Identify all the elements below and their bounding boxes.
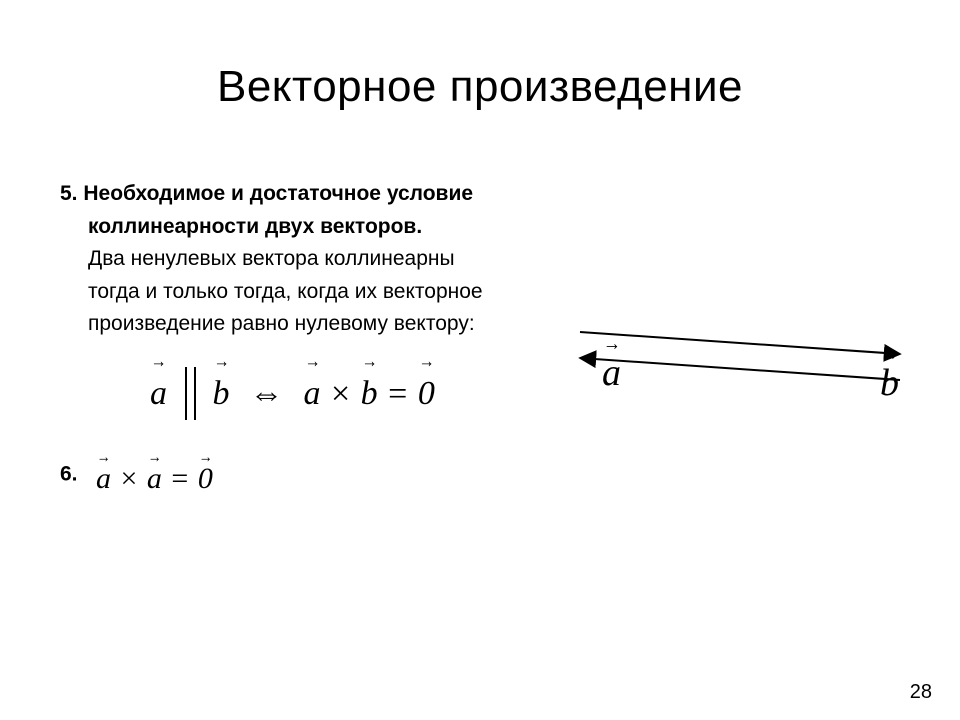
item5-formula: a b ⇔ a × b = 0: [150, 359, 560, 421]
slide-title: Векторное произведение: [0, 0, 960, 112]
item5-text-line2: тогда и только тогда, когда их векторное: [88, 276, 560, 309]
equals-symbol: =: [388, 375, 408, 412]
vector-a: a: [150, 359, 168, 421]
parallel-symbol: [183, 367, 198, 420]
item5-heading-part1: Необходимое и достаточное условие: [83, 182, 473, 205]
slide: Векторное произведение 5. Необходимое и …: [0, 0, 960, 720]
equals-symbol-6: =: [171, 462, 189, 495]
item5-text-line3: произведение равно нулевому вектору:: [88, 308, 560, 341]
item6-block: 6. a × a = 0: [60, 454, 214, 496]
item5-heading-line1: 5. Необходимое и достаточное условие: [60, 178, 560, 211]
item6-number: 6.: [60, 462, 78, 485]
vector-b: b: [212, 359, 230, 421]
vector-a-6b: a: [147, 454, 163, 496]
collinear-vectors-diagram: a b: [560, 300, 940, 420]
vector-zero: 0: [418, 359, 436, 421]
diagram-label-b: b: [880, 350, 899, 405]
times-symbol-6: ×: [120, 462, 138, 495]
diagram-label-a: a: [602, 340, 621, 395]
item5-text-line1: Два ненулевых вектора коллинеарны: [88, 243, 560, 276]
item5-block: 5. Необходимое и достаточное условие кол…: [60, 178, 560, 421]
item6-formula: a × a = 0: [96, 462, 214, 495]
page-number: 28: [910, 681, 932, 704]
vector-a-6a: a: [96, 454, 112, 496]
vector-a2: a: [303, 359, 321, 421]
vector-zero-6: 0: [198, 454, 214, 496]
item5-heading-line2: коллинеарности двух векторов.: [88, 211, 560, 244]
item5-number: 5.: [60, 182, 78, 205]
vector-b2: b: [361, 359, 379, 421]
times-symbol: ×: [331, 375, 351, 412]
